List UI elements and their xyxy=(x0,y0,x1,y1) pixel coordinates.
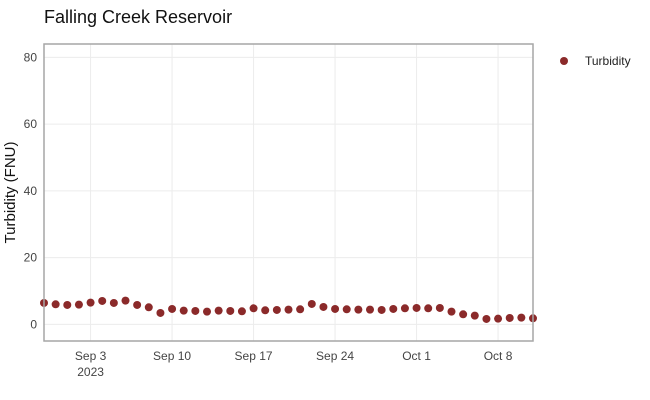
data-point[interactable] xyxy=(412,303,421,312)
data-point[interactable] xyxy=(470,311,479,320)
data-point[interactable] xyxy=(342,305,351,314)
x-tick-label: Oct 1 xyxy=(402,349,431,363)
y-tick-label: 0 xyxy=(30,317,37,331)
x-tick-label: Sep 3 xyxy=(75,349,107,363)
data-point[interactable] xyxy=(237,307,246,316)
data-point[interactable] xyxy=(377,305,386,314)
data-point[interactable] xyxy=(226,306,235,315)
y-axis-ticks: 0 20 40 60 80 xyxy=(24,50,38,331)
legend-marker xyxy=(560,57,568,65)
data-point[interactable] xyxy=(51,300,60,309)
y-tick-label: 40 xyxy=(24,184,38,198)
data-point[interactable] xyxy=(435,303,444,312)
data-point[interactable] xyxy=(214,306,223,315)
data-point[interactable] xyxy=(121,296,130,305)
data-point[interactable] xyxy=(179,306,188,315)
data-point[interactable] xyxy=(156,308,165,317)
data-point[interactable] xyxy=(296,305,305,314)
data-point[interactable] xyxy=(261,306,270,315)
y-tick-label: 60 xyxy=(24,117,38,131)
data-point[interactable] xyxy=(447,307,456,316)
x-tick-label: Sep 10 xyxy=(153,349,191,363)
data-point[interactable] xyxy=(424,304,433,313)
data-point[interactable] xyxy=(459,310,468,319)
y-axis-title: Turbidity (FNU) xyxy=(2,142,19,244)
chart-title: Falling Creek Reservoir xyxy=(44,7,232,27)
data-point[interactable] xyxy=(109,298,118,307)
data-point[interactable] xyxy=(272,305,281,314)
data-point[interactable] xyxy=(203,307,211,316)
y-tick-label: 20 xyxy=(24,251,38,265)
data-point[interactable] xyxy=(366,305,374,314)
data-point[interactable] xyxy=(331,304,340,313)
data-point[interactable] xyxy=(319,302,328,311)
data-point[interactable] xyxy=(168,304,177,313)
data-point[interactable] xyxy=(63,300,72,309)
x-tick-label: Sep 24 xyxy=(316,349,354,363)
data-point[interactable] xyxy=(191,306,200,315)
data-point[interactable] xyxy=(74,300,83,309)
data-point[interactable] xyxy=(133,300,142,309)
grid xyxy=(44,44,533,341)
data-point[interactable] xyxy=(494,314,503,323)
data-point[interactable] xyxy=(389,304,398,313)
data-point[interactable] xyxy=(144,303,153,312)
data-point[interactable] xyxy=(400,304,409,313)
data-points xyxy=(40,296,537,323)
x-axis-ticks: Sep 3 2023 Sep 10 Sep 17 Sep 24 Oct 1 Oct 8 xyxy=(75,349,513,379)
data-point[interactable] xyxy=(86,298,95,307)
data-point[interactable] xyxy=(284,305,293,314)
data-point[interactable] xyxy=(98,296,107,305)
x-tick-year-label: 2023 xyxy=(77,365,104,379)
legend[interactable]: Turbidity xyxy=(560,54,631,68)
data-point[interactable] xyxy=(517,313,526,322)
data-point[interactable] xyxy=(505,313,514,322)
data-point[interactable] xyxy=(249,304,258,313)
data-point[interactable] xyxy=(482,314,491,323)
x-tick-label: Sep 17 xyxy=(235,349,273,363)
y-tick-label: 80 xyxy=(24,50,38,64)
data-point[interactable] xyxy=(354,305,363,314)
legend-label-turbidity: Turbidity xyxy=(585,54,631,68)
plot-frame xyxy=(43,43,534,342)
x-tick-label: Oct 8 xyxy=(484,349,513,363)
data-point[interactable] xyxy=(307,299,316,308)
